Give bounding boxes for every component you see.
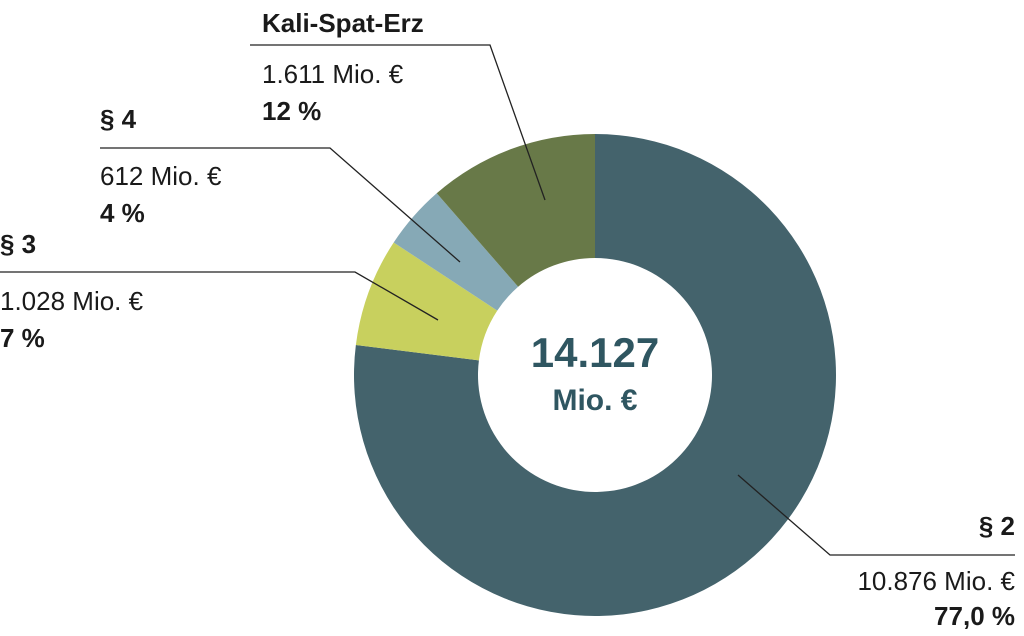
share-label: 12 % [262, 96, 321, 126]
leader-line [0, 271, 439, 321]
donut [354, 134, 836, 616]
slice [354, 134, 836, 616]
category-label: § 3 [0, 229, 36, 259]
share-label: 7 % [0, 323, 45, 353]
center-unit: Mio. € [552, 384, 637, 417]
category-label: § 2 [979, 511, 1015, 541]
value-label: 612 Mio. € [100, 161, 222, 191]
value-label: 10.876 Mio. € [857, 566, 1015, 596]
share-label: 77,0 % [934, 601, 1015, 631]
center-value: 14.127 [531, 329, 659, 376]
slice [355, 242, 498, 361]
category-label: § 4 [100, 104, 137, 134]
leader-line [100, 147, 461, 263]
leader-line [250, 44, 546, 201]
category-label: Kali-Spat-Erz [262, 8, 424, 38]
slice [436, 134, 595, 287]
leader-line [737, 474, 1015, 556]
value-label: 1.028 Mio. € [0, 286, 144, 316]
value-label: 1.611 Mio. € [262, 59, 404, 89]
share-label: 4 % [100, 198, 145, 228]
slice [393, 193, 519, 311]
